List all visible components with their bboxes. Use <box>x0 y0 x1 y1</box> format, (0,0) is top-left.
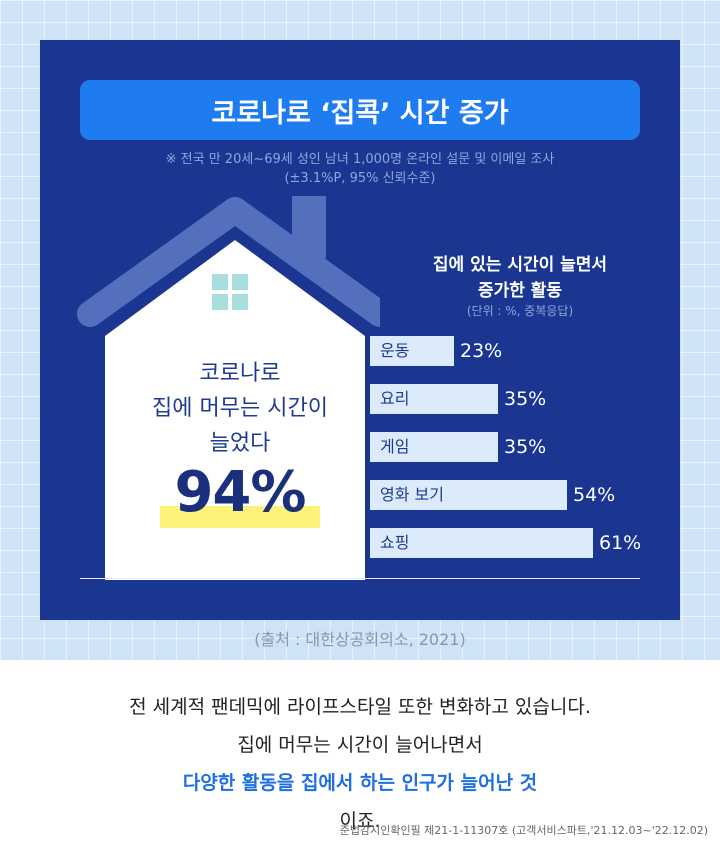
bar-value-label: 23% <box>460 340 503 362</box>
chart-title: 집에 있는 시간이 늘면서 증가한 활동 <box>380 252 660 304</box>
chart-unit: (단위 : %, 중복응답) <box>466 304 574 318</box>
chart-title-line1: 집에 있는 시간이 늘면서 <box>432 255 608 275</box>
bar <box>370 528 593 558</box>
house-body <box>105 240 365 580</box>
bar-value-label: 61% <box>599 532 642 554</box>
bar <box>370 480 567 510</box>
bar-category-label: 영화 보기 <box>380 485 444 504</box>
bottom-highlight: 다양한 활동을 집에서 하는 인구가 늘어난 것 <box>182 772 538 794</box>
survey-note-line2: (±3.1%P, 95% 신뢰수준) <box>284 171 436 186</box>
house-caption-line2: 집에 머무는 시간이 <box>152 396 328 421</box>
big-percent-block: 94% <box>160 458 320 528</box>
bar <box>370 336 454 366</box>
bottom-line2: 집에 머무는 시간이 늘어나면서 <box>237 734 483 756</box>
bar-value-label: 35% <box>504 436 547 458</box>
bar-category-label: 요리 <box>380 389 410 408</box>
survey-note: ※ 전국 만 20세~69세 성인 남녀 1,000명 온라인 설문 및 이메일… <box>80 150 640 188</box>
survey-note-line1: ※ 전국 만 20세~69세 성인 남녀 1,000명 온라인 설문 및 이메일… <box>165 152 555 167</box>
bottom-line1: 전 세계적 팬데믹에 라이프스타일 또한 변화하고 있습니다. <box>129 696 591 718</box>
bottom-description: 전 세계적 팬데믹에 라이프스타일 또한 변화하고 있습니다. 집에 머무는 시… <box>0 688 720 840</box>
bar-category-label: 쇼핑 <box>380 533 410 552</box>
house-caption: 코로나로 집에 머무는 시간이 늘었다 <box>120 356 360 461</box>
highlight-marker <box>160 506 320 528</box>
infographic-title: 코로나로 ‘집콕’ 시간 증가 <box>80 80 640 140</box>
bar-value-label: 35% <box>504 388 547 410</box>
house-roof <box>77 197 380 327</box>
bottom-line3-tail: 이죠. <box>339 810 381 832</box>
big-percent: 94% <box>174 460 306 525</box>
window-icon <box>212 274 248 310</box>
bar-category-label: 게임 <box>380 437 410 456</box>
house-caption-line1: 코로나로 <box>199 361 281 386</box>
bar <box>370 384 498 414</box>
bar-value-label: 54% <box>573 484 616 506</box>
chart-baseline <box>80 578 640 579</box>
bar <box>370 432 498 462</box>
bar-category-label: 운동 <box>380 341 410 360</box>
house-caption-line3: 늘었다 <box>209 431 271 456</box>
compliance-note: 준법감시인확인필 제21-1-11307호 (고객서비스파트,'21.12.03… <box>339 824 708 837</box>
source-text: (출처 : 대한상공회의소, 2021) <box>254 630 466 649</box>
chart-title-line2: 증가한 활동 <box>477 281 563 301</box>
house-illustration <box>77 196 380 580</box>
